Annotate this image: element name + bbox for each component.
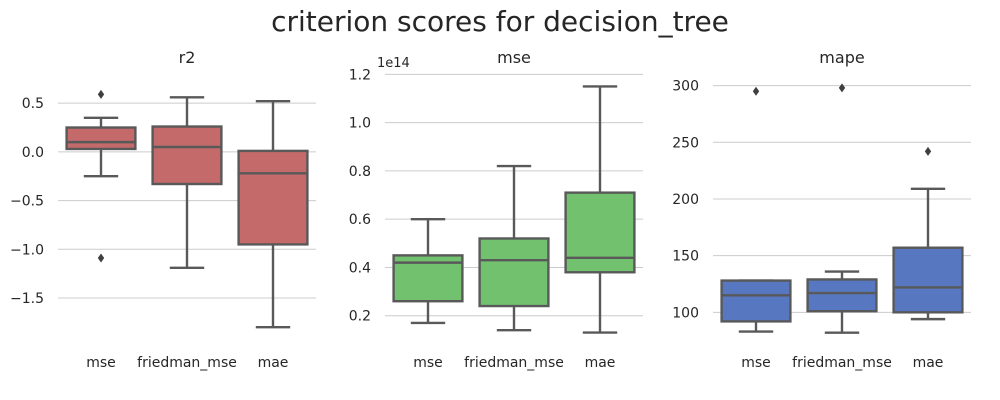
panel-mape-mae-flier: [924, 146, 932, 156]
panel-mape-mse-xtick-label: mse: [741, 355, 771, 371]
panel-mape-friedman_mse-box: [806, 278, 878, 313]
panel-mape-mae-box: [892, 246, 964, 314]
panel-mse-offset-label: 1e14: [377, 56, 410, 71]
panel-mape-ytick-label: 300: [672, 79, 699, 95]
panel-mape-ytick-label: 250: [672, 135, 699, 151]
panel-r2-friedman_mse-box: [151, 125, 223, 186]
panel-mse-mae-xtick-label: mae: [585, 355, 616, 371]
panel-r2-ytick-label: 0.5: [22, 96, 44, 112]
panel-mse-ytick-label: 0.6: [349, 212, 371, 228]
panel-r2-mse-flier: [97, 253, 105, 263]
panel-r2-ytick-label: −1.0: [10, 242, 44, 258]
panel-mse-ytick-label: 1.2: [349, 67, 371, 83]
panel-r2-title: r2: [179, 48, 196, 67]
panel-mse-ytick-label: 0.4: [349, 260, 371, 276]
panel-mape-mse-box: [720, 279, 792, 323]
panel-mse-mse-xtick-label: mse: [413, 355, 443, 371]
panel-r2-ytick-label: −0.5: [10, 194, 44, 210]
panel-mape-ytick-label: 100: [672, 305, 699, 321]
panel-mape-ytick-label: 150: [672, 249, 699, 265]
panel-mape-friedman_mse-flier: [838, 83, 846, 93]
figure-title: criterion scores for decision_tree: [271, 5, 729, 38]
panel-mse-mae-box: [564, 191, 636, 274]
panel-r2-friedman_mse-xtick-label: friedman_mse: [137, 355, 237, 371]
panel-r2-mse-flier: [97, 89, 105, 99]
panel-r2-mse-box: [65, 126, 137, 151]
panel-mse-friedman_mse-box: [478, 237, 550, 308]
panel-r2-ytick-label: −1.5: [10, 291, 44, 307]
panel-r2-mae-xtick-label: mae: [258, 355, 289, 371]
panel-mape-mse-flier: [752, 86, 760, 96]
panel-mse-ytick-label: 0.8: [349, 164, 371, 180]
panel-mape-ytick-label: 200: [672, 192, 699, 208]
panel-r2-ytick-label: 0.0: [22, 145, 44, 161]
panel-mape-friedman_mse-xtick-label: friedman_mse: [792, 355, 892, 371]
panel-r2-mse-xtick-label: mse: [86, 355, 116, 371]
panel-mape-title: mape: [819, 48, 864, 67]
panel-mape-mae-xtick-label: mae: [913, 355, 944, 371]
panel-mse-friedman_mse-xtick-label: friedman_mse: [464, 355, 564, 371]
panel-r2-mae-box: [237, 149, 309, 246]
panel-mse-ytick-label: 0.2: [349, 309, 371, 325]
panel-mse-title: mse: [497, 48, 531, 67]
panel-mse-ytick-label: 1.0: [349, 116, 371, 132]
